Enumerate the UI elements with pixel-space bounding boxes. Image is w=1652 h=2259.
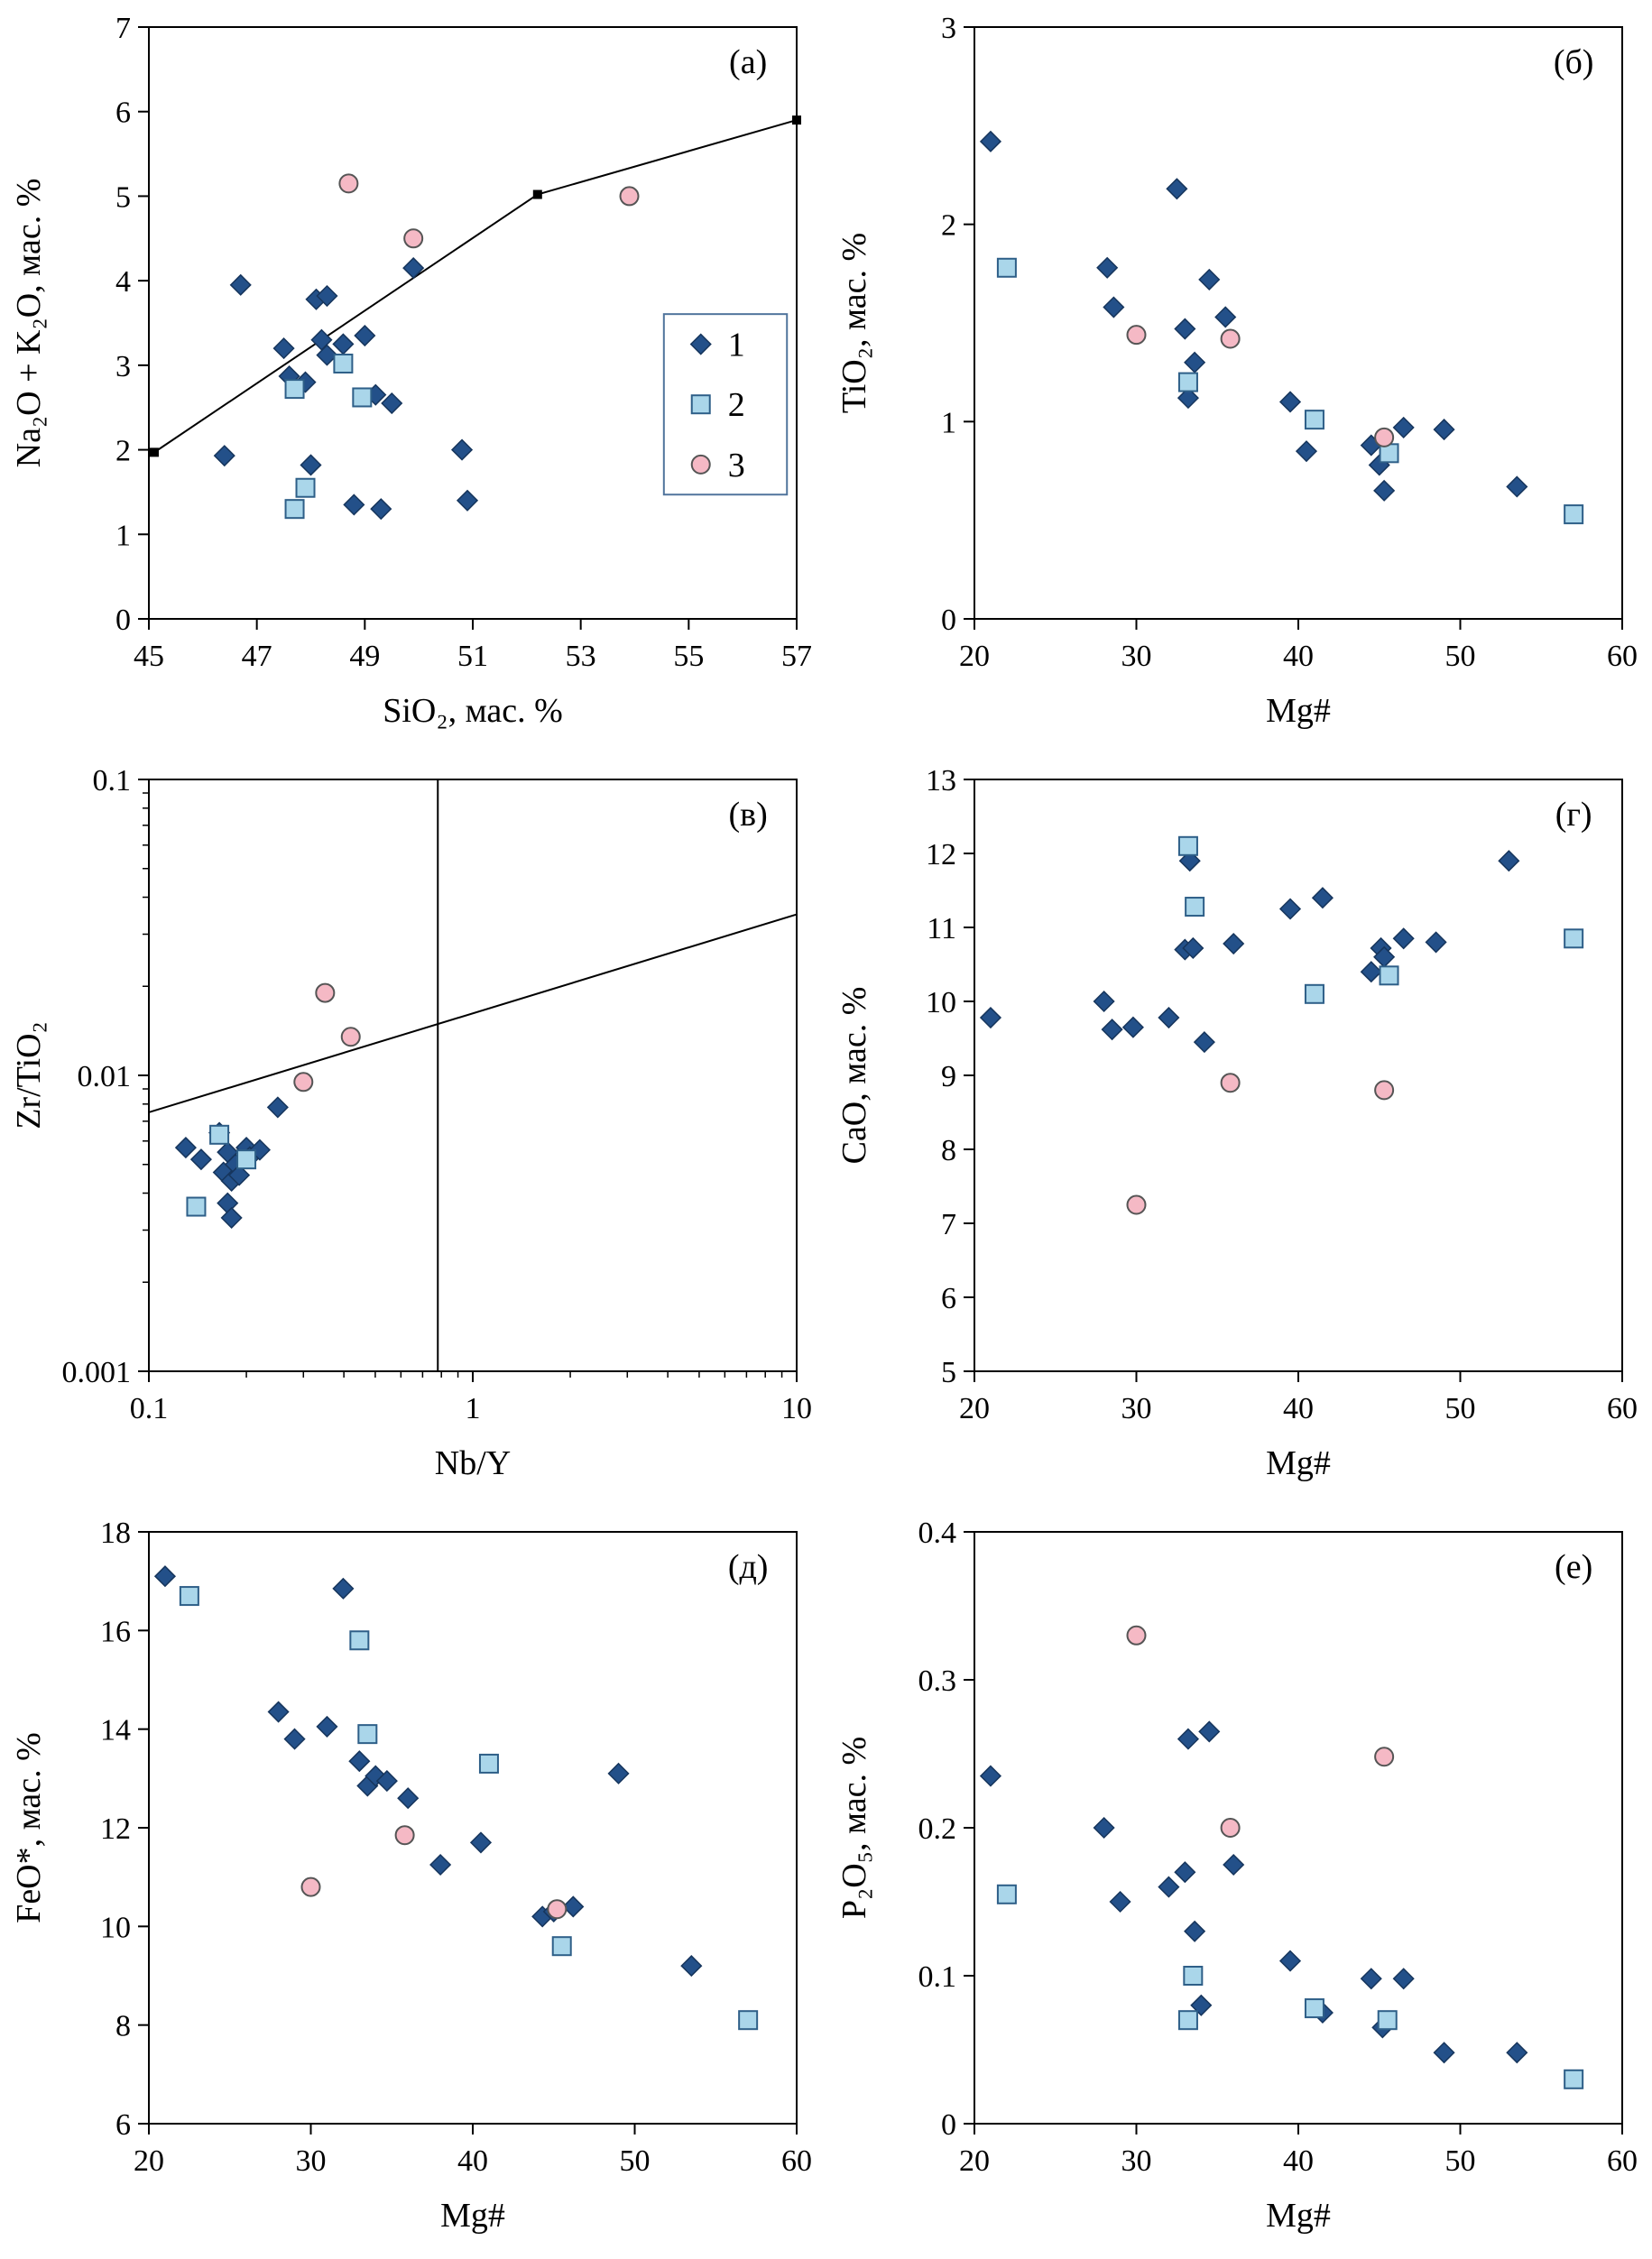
svg-text:40: 40 xyxy=(1283,640,1314,673)
svg-text:60: 60 xyxy=(781,2144,812,2178)
svg-text:3: 3 xyxy=(115,350,131,383)
svg-text:2: 2 xyxy=(728,386,745,424)
svg-text:6: 6 xyxy=(115,97,131,130)
svg-text:0: 0 xyxy=(941,604,956,637)
svg-text:1: 1 xyxy=(466,1392,481,1425)
svg-text:(г): (г) xyxy=(1555,796,1592,834)
panel-v-zr-tio2-nb-y-chart: 0.1 1 10 0.001 0.01 0.1 Nb/Y Zr/TiO₂ (в) xyxy=(0,752,826,1505)
svg-text:0.1: 0.1 xyxy=(93,764,132,798)
svg-text:(б): (б) xyxy=(1554,43,1594,81)
svg-text:20: 20 xyxy=(959,2144,990,2178)
svg-text:40: 40 xyxy=(1283,1392,1314,1425)
svg-text:1: 1 xyxy=(941,406,956,439)
svg-text:10: 10 xyxy=(781,1392,812,1425)
svg-text:60: 60 xyxy=(1607,640,1638,673)
panel-b-tio2-mg-chart: 20 30 40 50 60 0 1 2 3 Mg# TiO₂, мас. % (б) xyxy=(826,0,1651,752)
svg-text:0.001: 0.001 xyxy=(62,1356,132,1389)
svg-text:(д): (д) xyxy=(728,1548,769,1586)
svg-text:5: 5 xyxy=(115,180,131,214)
svg-text:0: 0 xyxy=(941,2108,956,2142)
svg-text:2: 2 xyxy=(941,209,956,243)
svg-text:(е): (е) xyxy=(1555,1548,1592,1586)
svg-text:60: 60 xyxy=(1607,1392,1638,1425)
svg-text:Nb/Y: Nb/Y xyxy=(435,1444,511,1482)
svg-text:7: 7 xyxy=(941,1208,956,1241)
svg-text:30: 30 xyxy=(296,2144,327,2178)
svg-text:12: 12 xyxy=(100,1812,131,1846)
svg-text:13: 13 xyxy=(926,764,956,798)
panel-g-cao-mg-chart: 20 30 40 50 60 5 6 7 8 9 10 11 12 13 Mg# CaO, мас. % (г) xyxy=(826,752,1651,1505)
svg-text:12: 12 xyxy=(926,838,956,871)
svg-text:SiO₂, мас. %: SiO₂, мас. % xyxy=(383,692,563,730)
svg-text:30: 30 xyxy=(1121,1392,1152,1425)
svg-text:6: 6 xyxy=(115,2108,131,2142)
svg-text:11: 11 xyxy=(927,912,956,945)
svg-text:60: 60 xyxy=(1607,2144,1638,2178)
svg-text:55: 55 xyxy=(673,640,704,673)
svg-text:1: 1 xyxy=(115,519,131,552)
svg-text:14: 14 xyxy=(100,1714,131,1747)
svg-text:40: 40 xyxy=(457,2144,488,2178)
svg-text:57: 57 xyxy=(781,640,812,673)
svg-text:51: 51 xyxy=(457,640,488,673)
svg-text:8: 8 xyxy=(115,2010,131,2043)
svg-text:3: 3 xyxy=(941,12,956,45)
svg-text:40: 40 xyxy=(1283,2144,1314,2178)
svg-text:0.3: 0.3 xyxy=(918,1664,957,1698)
svg-text:Mg#: Mg# xyxy=(1266,2197,1331,2235)
svg-text:50: 50 xyxy=(1445,640,1476,673)
svg-text:(в): (в) xyxy=(729,796,768,834)
svg-text:3: 3 xyxy=(728,447,745,484)
svg-text:7: 7 xyxy=(115,12,131,45)
svg-text:0.01: 0.01 xyxy=(78,1060,132,1093)
svg-text:Mg#: Mg# xyxy=(1266,692,1331,730)
svg-text:Na₂O + K₂O, мас. %: Na₂O + K₂O, мас. % xyxy=(10,179,48,468)
svg-text:6: 6 xyxy=(941,1282,956,1315)
svg-text:4: 4 xyxy=(115,265,131,299)
svg-text:50: 50 xyxy=(620,2144,651,2178)
svg-text:0.4: 0.4 xyxy=(918,1517,957,1550)
panel-d-feo-mg-chart: 20 30 40 50 60 6 8 10 12 14 16 18 Mg# FeO*, мас. % (д) xyxy=(0,1505,826,2257)
svg-text:(а): (а) xyxy=(729,43,767,81)
svg-text:20: 20 xyxy=(959,640,990,673)
svg-text:49: 49 xyxy=(349,640,380,673)
svg-text:0.1: 0.1 xyxy=(918,1960,957,1994)
svg-text:CaO, мас. %: CaO, мас. % xyxy=(835,987,873,1165)
svg-text:20: 20 xyxy=(134,2144,164,2178)
svg-text:10: 10 xyxy=(100,1911,131,1944)
svg-text:47: 47 xyxy=(242,640,272,673)
svg-text:10: 10 xyxy=(926,986,956,1019)
svg-text:30: 30 xyxy=(1121,2144,1152,2178)
svg-text:9: 9 xyxy=(941,1060,956,1093)
svg-text:0.2: 0.2 xyxy=(918,1812,957,1846)
svg-text:Zr/TiO₂: Zr/TiO₂ xyxy=(10,1021,48,1130)
svg-text:TiO₂, мас. %: TiO₂, мас. % xyxy=(835,233,873,413)
svg-text:0: 0 xyxy=(115,604,131,637)
svg-text:8: 8 xyxy=(941,1134,956,1167)
svg-text:0.1: 0.1 xyxy=(130,1392,169,1425)
svg-text:50: 50 xyxy=(1445,1392,1476,1425)
svg-text:FeO*, мас. %: FeO*, мас. % xyxy=(10,1732,48,1923)
panel-e-p2o5-mg-chart: 20 30 40 50 60 0 0.1 0.2 0.3 0.4 Mg# P₂O₅, мас. % (е… xyxy=(826,1505,1651,2257)
svg-text:5: 5 xyxy=(941,1356,956,1389)
svg-text:Mg#: Mg# xyxy=(1266,1444,1331,1482)
svg-text:16: 16 xyxy=(100,1615,131,1648)
svg-text:P₂O₅, мас. %: P₂O₅, мас. % xyxy=(835,1737,873,1919)
svg-text:45: 45 xyxy=(134,640,164,673)
svg-text:1: 1 xyxy=(728,327,745,364)
svg-text:2: 2 xyxy=(115,435,131,468)
svg-text:53: 53 xyxy=(566,640,596,673)
svg-text:20: 20 xyxy=(959,1392,990,1425)
svg-text:50: 50 xyxy=(1445,2144,1476,2178)
svg-text:30: 30 xyxy=(1121,640,1152,673)
svg-text:18: 18 xyxy=(100,1517,131,1550)
svg-text:Mg#: Mg# xyxy=(440,2197,505,2235)
